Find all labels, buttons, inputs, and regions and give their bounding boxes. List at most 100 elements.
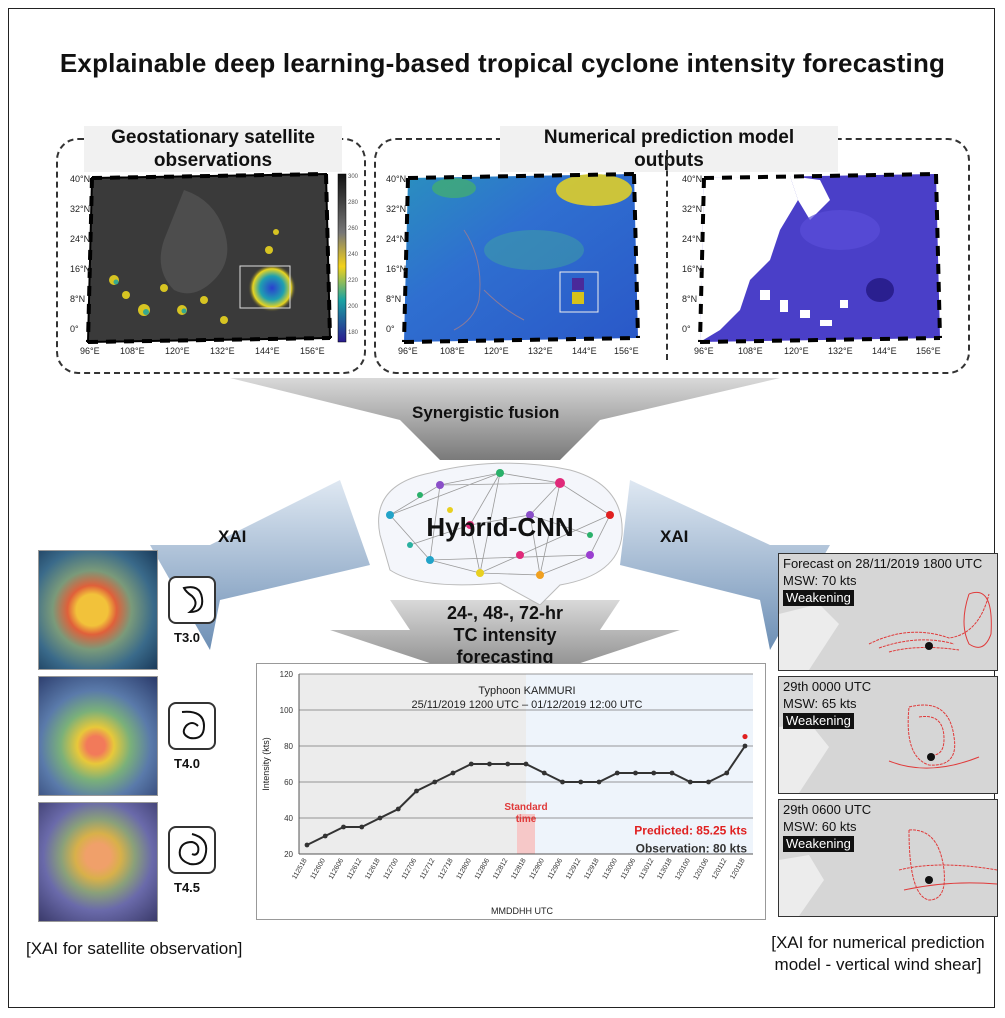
m1-lon-132: 132°E xyxy=(528,346,553,356)
dvorak-label-2: T4.0 xyxy=(174,756,201,771)
sat-colorbar-tick-1: 280 xyxy=(348,200,359,206)
forecast-funnel xyxy=(330,600,680,688)
m1-lon-96: 96°E xyxy=(398,346,418,356)
m2-lat-8: 8°N xyxy=(682,294,698,304)
predicted-point xyxy=(742,733,748,740)
standard-time-label-1: Standard xyxy=(504,802,547,813)
dvorak-label-1: T3.0 xyxy=(174,630,201,645)
ytick-label-120: 120 xyxy=(280,670,294,679)
forecast-label-line2: TC intensity xyxy=(453,625,557,645)
ytick-label-20: 20 xyxy=(284,850,293,859)
caption-right: [XAI for numerical prediction model - ve… xyxy=(758,932,998,976)
fusion-funnel xyxy=(230,378,780,460)
m2-lon-132: 132°E xyxy=(828,346,853,356)
caption-right-line2: model - vertical wind shear] xyxy=(774,955,982,974)
shear-1-badge: Weakening xyxy=(783,590,854,606)
satellite-label-line2: observations xyxy=(153,150,273,171)
intensity-point-112706 xyxy=(414,788,419,794)
xtick-label-112700: 112700 xyxy=(382,857,400,880)
xtick-label-112812: 112812 xyxy=(492,857,510,880)
intensity-point-112718 xyxy=(450,770,456,776)
m1-lat-16: 16°N xyxy=(386,264,407,274)
xai-right-arrow xyxy=(620,480,830,650)
intensity-point-112906 xyxy=(560,779,565,785)
network-label: Hybrid-CNN xyxy=(426,512,574,542)
shear-1-line2: MSW: 70 kts xyxy=(783,573,857,588)
dvorak-label-3: T4.5 xyxy=(174,880,201,895)
intensity-point-112612 xyxy=(359,824,365,830)
intensity-point-112918 xyxy=(596,779,602,785)
shear-3-badge: Weakening xyxy=(783,836,854,852)
m1-lon-108: 108°E xyxy=(440,346,465,356)
intensity-point-120112 xyxy=(724,770,730,776)
shear-2-badge: Weakening xyxy=(783,713,854,729)
sat-lon-132: 132°E xyxy=(210,346,235,356)
m2-lat-40: 40°N xyxy=(682,174,703,184)
xtick-label-112900: 112900 xyxy=(528,857,546,880)
intensity-point-112806 xyxy=(487,761,492,767)
sat-lon-96: 96°E xyxy=(80,346,100,356)
y-axis-label: Intensity (kts) xyxy=(261,737,271,791)
caption-right-line1: [XAI for numerical prediction xyxy=(771,933,985,952)
m2-lon-96: 96°E xyxy=(694,346,714,356)
sat-lon-144: 144°E xyxy=(255,346,280,356)
sat-colorbar-tick-6: 180 xyxy=(348,330,359,336)
chart-subtitle: 25/11/2019 1200 UTC – 01/12/2019 12:00 U… xyxy=(412,699,643,711)
xtick-label-113018: 113018 xyxy=(656,857,674,880)
sat-lat-40: 40°N xyxy=(70,174,91,184)
xtick-label-112912: 112912 xyxy=(565,857,583,880)
ytick-label-60: 60 xyxy=(284,778,293,787)
sat-lat-8: 8°N xyxy=(70,294,86,304)
intensity-point-112618 xyxy=(377,815,383,821)
xtick-label-112906: 112906 xyxy=(547,857,565,880)
intensity-point-120106 xyxy=(706,779,711,785)
xtick-label-112606: 112606 xyxy=(328,857,346,880)
intensity-point-113000 xyxy=(614,770,620,776)
xtick-label-112800: 112800 xyxy=(455,857,473,880)
intensity-point-112712 xyxy=(432,779,438,785)
sat-colorbar-tick-0: 300 xyxy=(348,174,359,180)
xtick-label-112712: 112712 xyxy=(419,857,437,880)
m1-lon-120: 120°E xyxy=(484,346,509,356)
intensity-point-112818 xyxy=(523,761,529,767)
shear-3-line1: 29th 0600 UTC xyxy=(783,802,872,817)
shear-3-line2: MSW: 60 kts xyxy=(783,819,857,834)
shear-2-badge-text: Weakening xyxy=(783,713,854,729)
m1-lon-156: 156°E xyxy=(614,346,639,356)
xtick-label-112718: 112718 xyxy=(437,857,455,880)
model-map-2 xyxy=(698,172,942,344)
m2-lon-120: 120°E xyxy=(784,346,809,356)
forecast-label: 24-, 48-, 72-hr TC intensity forecasting xyxy=(380,602,630,668)
model-label-line1: Numerical prediction model xyxy=(543,127,795,148)
intensity-point-112912 xyxy=(578,779,584,785)
intensity-point-112700 xyxy=(395,806,401,812)
sat-xai-image-3 xyxy=(38,802,158,922)
xtick-label-120106: 120106 xyxy=(692,857,710,881)
sat-colorbar-tick-3: 240 xyxy=(348,252,359,258)
xtick-label-113000: 113000 xyxy=(601,857,619,880)
observation-label: Observation: 80 kts xyxy=(636,842,748,856)
figure-frame xyxy=(8,8,995,1008)
m1-lat-32: 32°N xyxy=(386,204,407,214)
intensity-point-112800 xyxy=(468,761,474,767)
sat-xai-image-2 xyxy=(38,676,158,796)
dvorak-pattern-1-icon xyxy=(168,576,216,624)
shear-3-badge-text: Weakening xyxy=(783,836,854,852)
m2-lon-108: 108°E xyxy=(738,346,763,356)
intensity-point-113006 xyxy=(633,770,638,776)
fusion-label: Synergistic fusion xyxy=(412,403,560,422)
m1-lat-0: 0° xyxy=(386,324,395,334)
xtick-label-112600: 112600 xyxy=(309,857,327,880)
xtick-label-112706: 112706 xyxy=(401,857,419,880)
chart-title: Typhoon KAMMURI xyxy=(478,685,575,697)
model-label-line2: outputs xyxy=(634,150,704,171)
figure-title: Explainable deep learning-based tropical… xyxy=(59,48,946,78)
sat-colorbar-tick-2: 260 xyxy=(348,226,359,232)
intensity-point-112606 xyxy=(341,824,346,830)
m2-lon-156: 156°E xyxy=(916,346,941,356)
sat-lat-24: 24°N xyxy=(70,234,91,244)
intensity-point-120118 xyxy=(742,743,748,749)
hybrid-cnn-network xyxy=(378,462,623,605)
m1-lon-144: 144°E xyxy=(572,346,597,356)
